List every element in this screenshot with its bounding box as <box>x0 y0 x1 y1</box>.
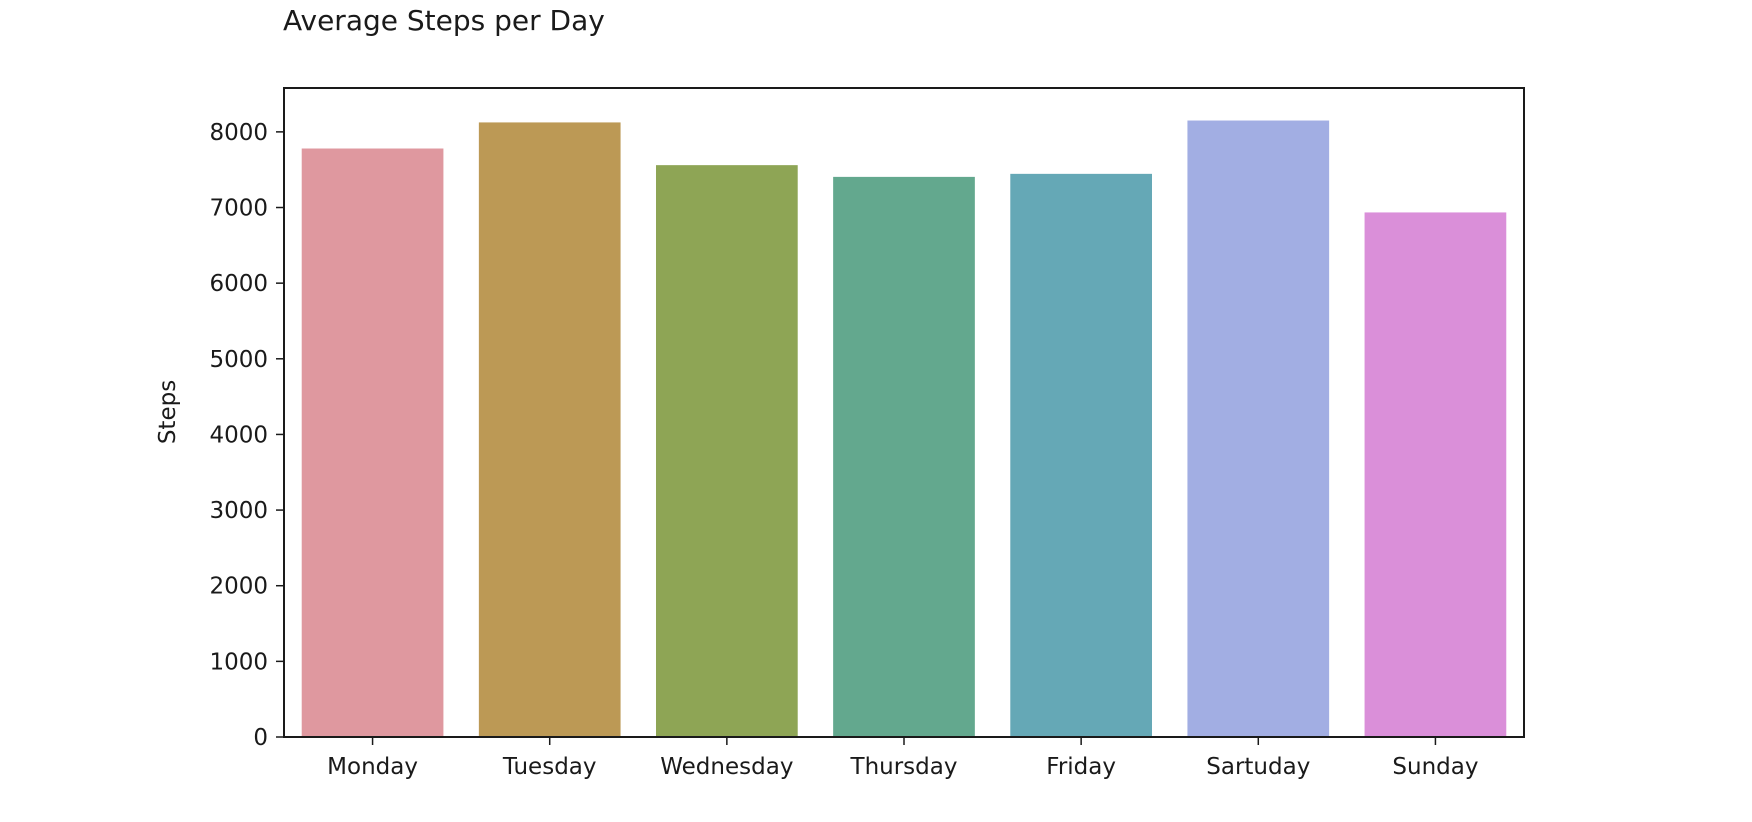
x-tick-label: Sunday <box>1392 754 1478 780</box>
ticks-layer: Monday Tuesday Wednesday Thursday Friday Sart… <box>209 120 1478 780</box>
bar-thursday <box>833 176 975 737</box>
bar-friday <box>1010 173 1152 738</box>
x-tick-label: Tuesday <box>502 754 597 780</box>
x-tick-label: Wednesday <box>660 754 793 780</box>
x-tick-label: Monday <box>327 754 418 780</box>
bar-wednesday <box>656 165 798 737</box>
bar-sunday <box>1364 212 1507 737</box>
bar-tuesday <box>478 122 621 738</box>
y-tick-label: 5000 <box>209 347 268 373</box>
y-axis-label: Steps <box>155 380 181 444</box>
chart-title: Average Steps per Day <box>283 4 605 37</box>
y-tick-label: 3000 <box>209 498 268 524</box>
bar-monday <box>301 148 444 737</box>
bars-layer <box>301 120 1507 738</box>
y-tick-label: 2000 <box>209 574 268 600</box>
x-tick-label: Friday <box>1046 754 1116 780</box>
y-tick-label: 6000 <box>209 271 268 297</box>
y-tick-label: 7000 <box>209 196 268 222</box>
y-tick-label: 0 <box>253 725 268 751</box>
x-tick-label: Sartuday <box>1206 754 1310 780</box>
bar-sartuday <box>1187 120 1330 737</box>
y-tick-label: 4000 <box>209 422 268 448</box>
y-tick-label: 1000 <box>209 649 268 675</box>
y-tick-label: 8000 <box>209 120 268 146</box>
x-tick-label: Thursday <box>850 754 958 780</box>
plot-frame <box>283 87 1525 738</box>
